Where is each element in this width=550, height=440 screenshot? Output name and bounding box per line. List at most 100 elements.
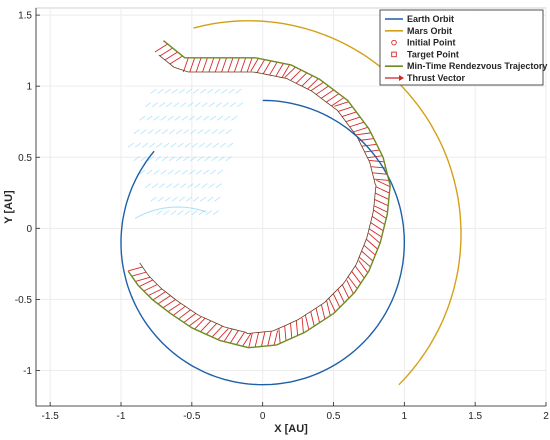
legend-label-mars-orbit: Mars Orbit [407, 26, 452, 36]
thrust-vector [295, 72, 308, 84]
ghost-hatch [134, 142, 142, 148]
ghost-hatch [150, 88, 157, 94]
thrust-vector [183, 313, 197, 323]
thrust-vector [229, 330, 239, 344]
ghost-hatch [212, 210, 219, 216]
thrust-vector [364, 149, 380, 153]
x-tick-label: -1.5 [42, 411, 60, 422]
ghost-hatch [208, 102, 215, 108]
thrust-vector [195, 57, 202, 73]
thrust-band-edge [139, 54, 377, 335]
thrust-vector [278, 328, 281, 344]
thrust-vector [194, 317, 206, 330]
thrust-vector [370, 222, 384, 232]
ghost-hatch [146, 115, 153, 121]
thrust-vector [358, 260, 369, 273]
ghost-hatch [218, 129, 225, 135]
ghost-hatch [214, 196, 221, 202]
y-tick-label: 0 [26, 224, 32, 235]
ghost-hatch [144, 102, 151, 108]
thrust-vector [326, 300, 331, 316]
thrust-vector [355, 132, 371, 136]
y-tick-label: 0.5 [18, 153, 32, 164]
legend-label-earth-orbit: Earth Orbit [407, 14, 454, 24]
ghost-hatch [224, 115, 231, 121]
thrust-vector [248, 332, 253, 348]
thrust-vector [202, 57, 208, 73]
thrust-vector [366, 238, 378, 250]
ghost-hatch [157, 88, 164, 94]
ghost-hatch [190, 129, 197, 135]
x-tick-label: 1.5 [468, 411, 482, 422]
ghost-hatch [173, 102, 180, 108]
thrust-vector [221, 57, 228, 73]
thrust-vector [281, 64, 291, 78]
y-tick-label: 1.5 [18, 11, 32, 22]
ghost-hatch [167, 169, 174, 175]
thrust-vector [301, 75, 313, 87]
ghost-hatch [167, 115, 174, 121]
thrust-vector [235, 331, 245, 345]
ghost-hatch [153, 169, 160, 175]
ghost-hatch [163, 210, 170, 216]
thrust-vector [307, 78, 319, 90]
ghost-hatch [225, 129, 232, 135]
legend-swatch-target-point [391, 51, 397, 58]
thrust-vector [182, 57, 189, 73]
thrust-vector [372, 172, 388, 175]
legend-box [379, 9, 544, 86]
legend-label-thrust-vector: Thrust Vector [407, 73, 466, 83]
ghost-hatch [163, 142, 170, 148]
ghost-hatch [142, 142, 149, 148]
thrust-vector [269, 61, 278, 76]
ghost-arc [134, 206, 207, 219]
ghost-hatch [149, 142, 156, 148]
ghost-hatch [191, 142, 198, 148]
ghost-hatch [181, 115, 188, 121]
ghost-hatch [168, 129, 176, 135]
thrust-vector [363, 244, 376, 256]
ghost-hatch [221, 88, 228, 94]
ghost-hatch [176, 156, 183, 162]
ghost-hatch [205, 210, 212, 216]
ghost-hatch [208, 183, 215, 189]
y-axis-label: Y [AU] [3, 190, 15, 224]
ghost-hatch [183, 129, 190, 135]
ghost-hatch [147, 156, 154, 162]
ghost-hatch [176, 129, 183, 135]
ghost-hatch [197, 129, 204, 135]
thrust-vector [358, 256, 371, 268]
ghost-hatch [180, 102, 187, 108]
thrust-vector [310, 81, 324, 91]
thrust-vector [331, 97, 345, 107]
thrust-vector [157, 295, 171, 305]
thrust-vector [353, 126, 368, 133]
ghost-hatch [202, 115, 210, 121]
ghost-hatch [170, 142, 177, 148]
thrust-vector [345, 116, 361, 123]
y-tick-label: -1 [23, 366, 32, 377]
ghost-hatch [174, 169, 181, 175]
ghost-hatch [147, 129, 154, 135]
ghost-hatch [140, 129, 147, 135]
thrust-vector [223, 328, 233, 342]
thrust-vector [349, 121, 365, 128]
ghost-hatch [161, 156, 168, 162]
thrust-vector [328, 298, 336, 313]
ghost-hatch [188, 169, 195, 175]
ghost-hatch [151, 102, 159, 108]
ghost-hatch [200, 88, 207, 94]
ghost-hatch [160, 115, 167, 121]
thrust-vector [139, 279, 154, 287]
thrust-vector [233, 57, 240, 73]
thrust-vector [275, 63, 284, 77]
grid-lines [36, 8, 547, 406]
thrust-vector [260, 331, 266, 347]
legend-label-min-time-rendezvous-trajectory: Min-Time Rendezvous Trajectory [407, 61, 547, 71]
ghost-hatch [197, 156, 204, 162]
ghost-hatch [194, 183, 201, 189]
ghost-hatch [217, 115, 224, 121]
ghost-hatch [215, 102, 222, 108]
thrust-vector [250, 58, 259, 72]
ghost-hatch [171, 88, 178, 94]
